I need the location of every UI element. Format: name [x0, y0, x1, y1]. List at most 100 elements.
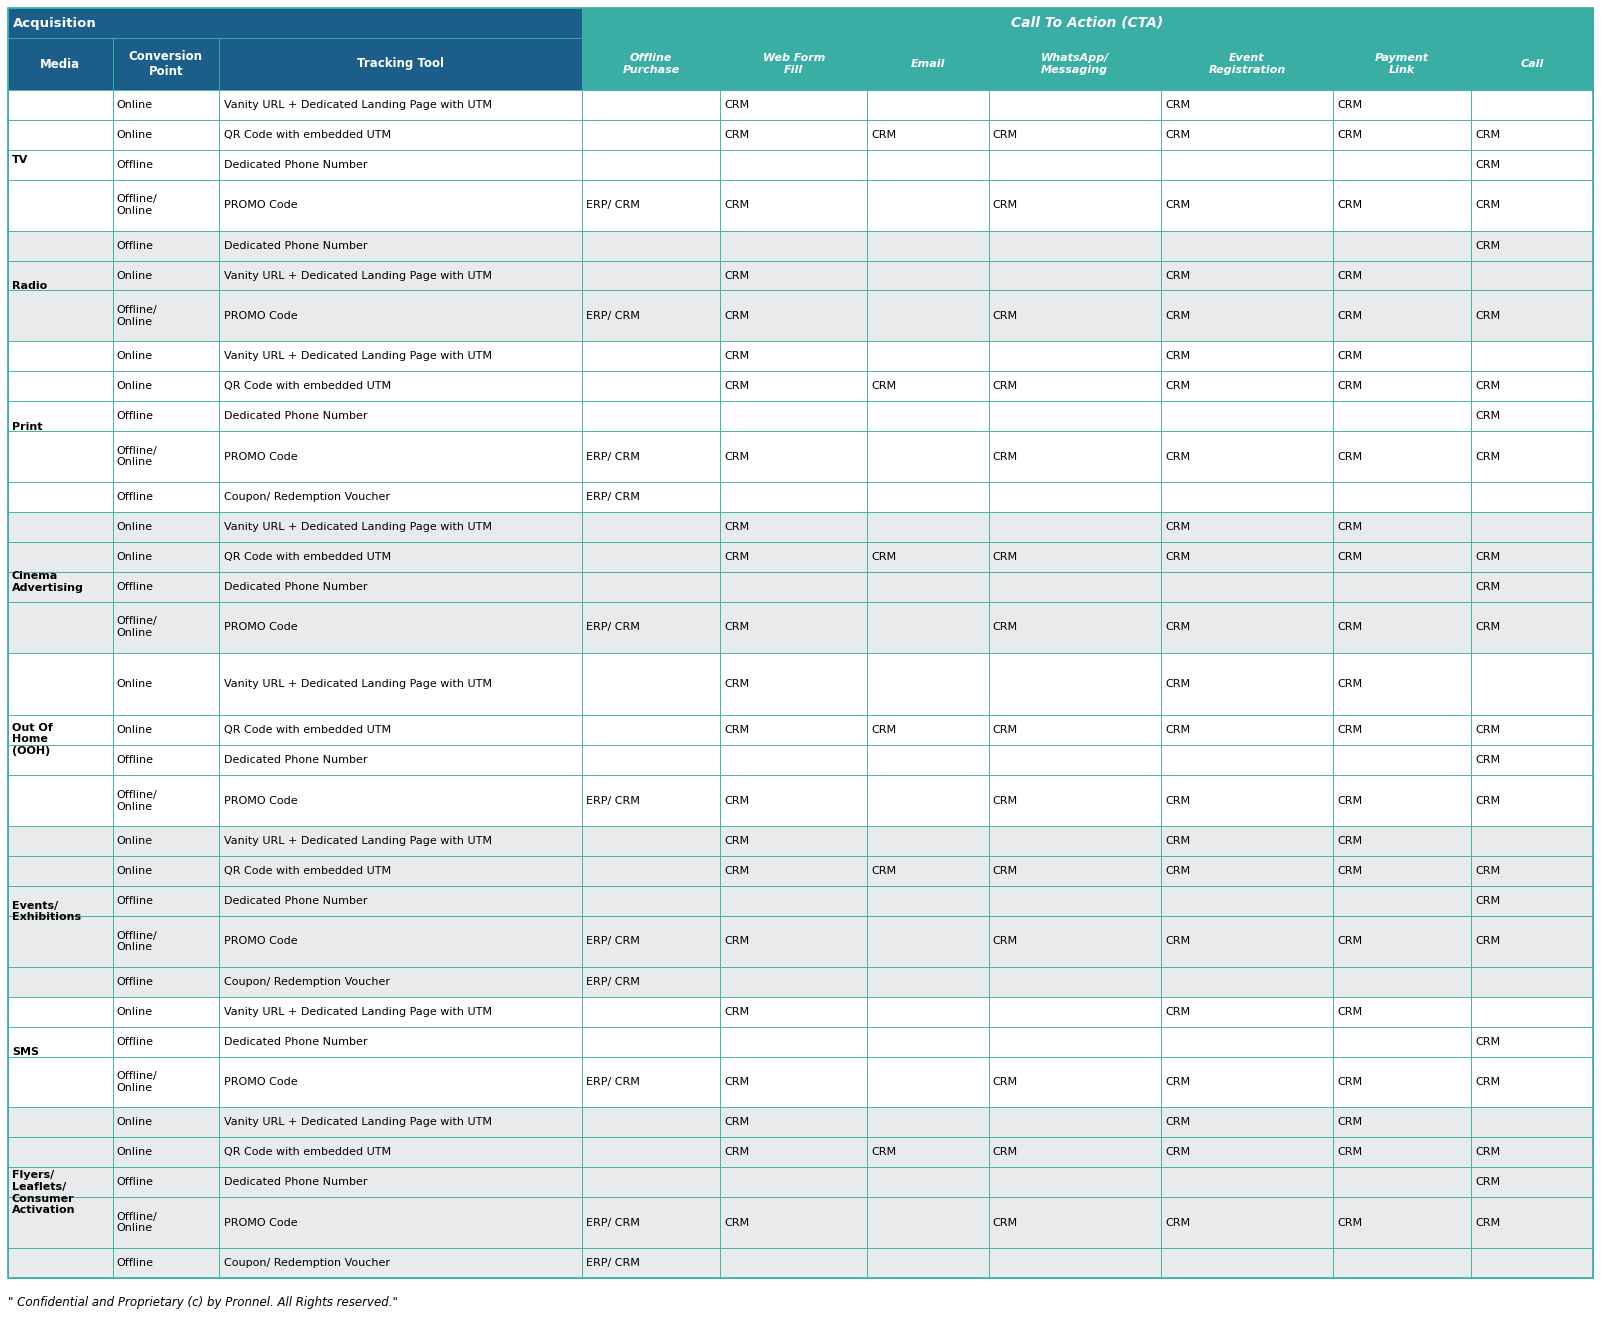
Bar: [8, 8, 581, 37]
Bar: [1161, 120, 1334, 150]
Bar: [868, 150, 989, 180]
Bar: [8, 1197, 112, 1248]
Bar: [8, 572, 112, 601]
Bar: [868, 967, 989, 997]
Bar: [868, 512, 989, 542]
Text: CRM: CRM: [1166, 796, 1190, 806]
Bar: [720, 512, 868, 542]
Bar: [1471, 290, 1593, 342]
Text: ERP/ CRM: ERP/ CRM: [586, 1217, 640, 1228]
Text: CRM: CRM: [993, 1077, 1018, 1088]
Bar: [1161, 916, 1334, 967]
Bar: [1471, 150, 1593, 180]
Text: Dedicated Phone Number: Dedicated Phone Number: [224, 896, 368, 906]
Bar: [989, 1108, 1161, 1137]
Text: CRM: CRM: [871, 381, 897, 391]
Bar: [219, 715, 581, 745]
Text: Offline: Offline: [117, 492, 154, 502]
Bar: [1471, 432, 1593, 482]
Bar: [1161, 231, 1334, 261]
Bar: [989, 856, 1161, 886]
Bar: [112, 916, 219, 967]
Bar: [8, 916, 112, 967]
Text: Cinema
Advertising: Cinema Advertising: [11, 572, 83, 593]
Text: Out Of
Home
(OOH): Out Of Home (OOH): [11, 723, 53, 756]
Text: Vanity URL + Dedicated Landing Page with UTM: Vanity URL + Dedicated Landing Page with…: [224, 679, 492, 689]
Bar: [8, 745, 112, 775]
Text: CRM: CRM: [993, 311, 1018, 321]
Bar: [112, 432, 219, 482]
Bar: [1471, 482, 1593, 512]
Bar: [1471, 120, 1593, 150]
Text: CRM: CRM: [993, 1217, 1018, 1228]
Text: CRM: CRM: [1476, 552, 1500, 562]
Bar: [1471, 572, 1593, 601]
Bar: [1161, 886, 1334, 916]
Bar: [1161, 997, 1334, 1026]
Bar: [1334, 261, 1471, 290]
Bar: [1334, 886, 1471, 916]
Text: Offline: Offline: [117, 896, 154, 906]
Bar: [1334, 290, 1471, 342]
Text: CRM: CRM: [1337, 937, 1362, 946]
Bar: [720, 572, 868, 601]
Text: Online: Online: [117, 351, 152, 361]
Text: Payment
Link: Payment Link: [1375, 53, 1430, 75]
Text: Dedicated Phone Number: Dedicated Phone Number: [224, 411, 368, 421]
Bar: [989, 512, 1161, 542]
Text: ERP/ CRM: ERP/ CRM: [586, 452, 640, 461]
Text: CRM: CRM: [1476, 755, 1500, 766]
Bar: [868, 745, 989, 775]
Bar: [219, 1026, 581, 1057]
Bar: [219, 601, 581, 652]
Bar: [1161, 1026, 1334, 1057]
Bar: [989, 90, 1161, 120]
Text: CRM: CRM: [993, 200, 1018, 210]
Bar: [112, 1026, 219, 1057]
Text: CRM: CRM: [724, 452, 749, 461]
Bar: [8, 290, 112, 342]
Bar: [581, 8, 1593, 37]
Bar: [219, 261, 581, 290]
Bar: [1161, 572, 1334, 601]
Text: CRM: CRM: [1476, 1177, 1500, 1188]
Text: CRM: CRM: [1166, 937, 1190, 946]
Bar: [868, 290, 989, 342]
Bar: [868, 1197, 989, 1248]
Text: CRM: CRM: [1166, 725, 1190, 735]
Bar: [1161, 371, 1334, 401]
Bar: [219, 826, 581, 856]
Bar: [868, 886, 989, 916]
Bar: [1161, 826, 1334, 856]
Bar: [581, 401, 720, 432]
Bar: [989, 37, 1161, 90]
Text: CRM: CRM: [1166, 311, 1190, 321]
Bar: [868, 1137, 989, 1168]
Bar: [112, 886, 219, 916]
Bar: [112, 261, 219, 290]
Text: CRM: CRM: [1337, 796, 1362, 806]
Bar: [1161, 342, 1334, 371]
Bar: [1334, 231, 1471, 261]
Bar: [720, 120, 868, 150]
Bar: [581, 342, 720, 371]
Bar: [989, 542, 1161, 572]
Bar: [720, 1197, 868, 1248]
Bar: [112, 482, 219, 512]
Text: Coupon/ Redemption Voucher: Coupon/ Redemption Voucher: [224, 1259, 391, 1268]
Text: ERP/ CRM: ERP/ CRM: [586, 200, 640, 210]
Text: CRM: CRM: [724, 1148, 749, 1157]
Text: CRM: CRM: [1337, 452, 1362, 461]
Text: CRM: CRM: [724, 623, 749, 632]
Bar: [219, 1197, 581, 1248]
Bar: [989, 601, 1161, 652]
Bar: [1161, 261, 1334, 290]
Bar: [1161, 542, 1334, 572]
Bar: [8, 715, 112, 745]
Bar: [1334, 180, 1471, 231]
Bar: [1334, 745, 1471, 775]
Text: Vanity URL + Dedicated Landing Page with UTM: Vanity URL + Dedicated Landing Page with…: [224, 1117, 492, 1128]
Bar: [1161, 1057, 1334, 1108]
Bar: [8, 1168, 112, 1197]
Bar: [112, 715, 219, 745]
